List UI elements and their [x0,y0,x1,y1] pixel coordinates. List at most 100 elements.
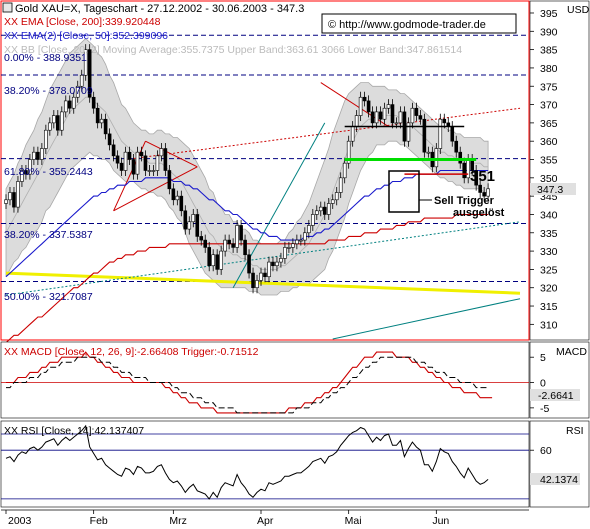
candle-body [243,239,247,256]
candle-body [482,192,486,197]
macd-y-ticks: 5 0 -5 [530,352,549,415]
macd-panel [0,341,530,419]
candle-body [307,225,311,234]
candle-body [311,214,315,226]
candle-body [203,239,208,248]
candle-body [462,162,467,179]
last-price-box [530,183,576,195]
candle-body [59,111,64,131]
price-tick-label: 395 [540,8,558,20]
candle-body [263,272,267,278]
sell-trigger-line1: Sell Trigger [434,195,495,207]
candle-body [287,247,291,249]
rsi-axis [529,420,590,508]
trend-line-1 [332,298,521,340]
fib-label-3: 38.20% - 337.5387 [4,229,93,241]
level-351-label: 351 [470,168,495,185]
candle-body [95,107,100,124]
candle-body [139,151,144,157]
trend-line-6 [145,140,198,168]
candle-body [79,74,84,87]
candle-body [330,199,335,204]
candle-body [346,140,351,164]
bollinger-legend: XX BB [Close, 20, 2] Moving Average:355.… [4,44,462,56]
candle-body [195,214,200,237]
price-tick-label: 365 [540,118,558,130]
fib-label-0: 0.00% - 388.9351 [4,52,87,64]
price-tick-label: 325 [540,264,558,276]
macd-axis-label: MACD [556,346,587,358]
candle-body [163,148,168,171]
candle-body [207,247,212,267]
candle-body [390,104,395,124]
candle-body [143,155,148,171]
candle-body [255,280,259,289]
price-tick-label: 335 [540,228,558,240]
candle-body [410,107,415,124]
candle-body [159,148,164,157]
candle-body [251,272,255,289]
candle-body [151,170,156,172]
candle-body [458,151,463,164]
chart-menu-icon[interactable] [2,2,13,13]
copyright-box [321,13,517,34]
price-tick-label: 355 [540,155,558,167]
price-tick-label: 320 [540,283,558,295]
candle-body [227,239,231,245]
price-tick-label: 380 [540,63,558,75]
candle-body [52,115,56,124]
candle-body [55,115,60,131]
candle-body [131,159,136,175]
price-tick-label: 340 [540,209,558,221]
candle-body [450,126,455,142]
candle-body [374,111,379,124]
candle-body [486,188,490,197]
sell-trigger-box [388,170,420,213]
candle-body [20,170,24,182]
rsi-plot [1,424,529,500]
candle-body [350,126,355,142]
candle-body [83,49,88,76]
candle-body [147,170,152,172]
candle-body [366,100,371,113]
macd-axis [529,341,590,419]
candle-body [418,115,423,120]
candle-body [48,122,52,131]
ema200-line [5,213,489,344]
candle-body [438,118,443,149]
candle-body [478,184,482,193]
trend-line-0 [5,271,521,295]
candle-body [67,100,72,109]
candle-body [318,206,323,212]
fib-label-1: 38.20% - 378.0709 [4,85,93,97]
price-axis [529,0,590,341]
x-tick-label: Mai [345,515,362,527]
candle-body [24,170,28,175]
candle-body [103,118,108,135]
candle-body [338,177,343,193]
candle-body [354,115,359,127]
candle-body [314,210,319,215]
bollinger-middle-line [5,96,489,270]
candle-body [28,159,32,175]
candle-body [283,247,287,259]
macd-tick-label: -5 [540,403,549,415]
candle-body [299,239,303,242]
candle-body [127,151,132,160]
candle-body [442,118,447,124]
candle-body [187,221,192,230]
candle-body [115,155,120,164]
candle-body [111,144,116,157]
candle-body [303,232,307,241]
candle-body [326,203,331,215]
macd-trigger-line [6,356,489,414]
x-tick-label: 2003 [8,515,32,527]
candle-body [171,188,176,201]
candle-body [231,243,235,248]
candle-body [239,225,243,241]
candle-body [382,107,387,120]
fib-labels: 0.00% - 388.9351 38.20% - 378.0709 61.80… [4,52,93,303]
price-tick-label: 375 [540,81,558,93]
candle-body [183,210,188,230]
ema50-legend: XX EMA(2) [Close, 50]:352.399096 [4,30,168,42]
